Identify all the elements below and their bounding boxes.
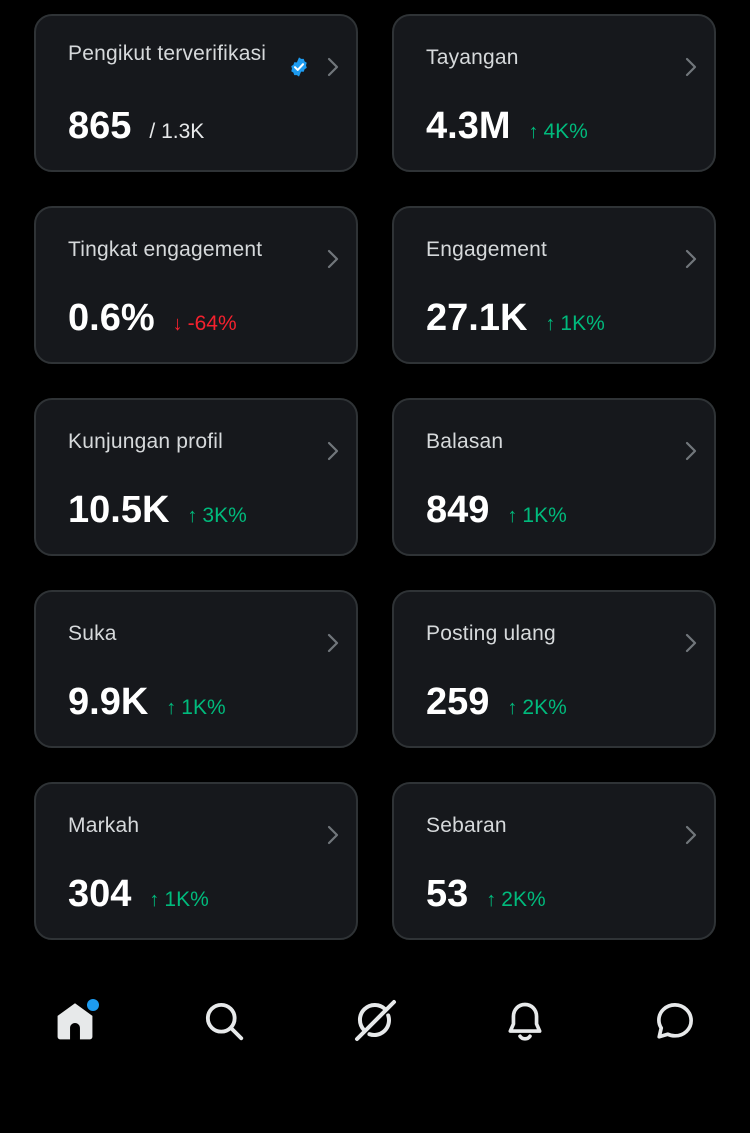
value-row: 4.3M ↑ 4K%: [426, 104, 588, 148]
chevron-right-icon: [326, 440, 340, 462]
arrow-up-icon: ↑: [507, 505, 518, 527]
analytics-grid: Pengikut terverifikasi 865 / 1.3K Tayang…: [34, 14, 716, 940]
card-value: 0.6%: [68, 297, 155, 339]
delta-value: -64%: [187, 312, 237, 335]
delta-value: 2K%: [522, 696, 567, 719]
value-row: 10.5K ↑ 3K%: [68, 488, 247, 532]
card-engagement-rate[interactable]: Tingkat engagement 0.6% ↓ -64%: [34, 206, 358, 364]
chevron-right-icon: [326, 248, 340, 270]
delta-value: 1K%: [181, 696, 226, 719]
arrow-up-icon: ↑: [187, 505, 198, 527]
card-label: Suka: [68, 622, 117, 645]
card-value: 259: [426, 681, 490, 723]
card-label: Balasan: [426, 430, 504, 453]
chevron-right-icon: [326, 56, 340, 78]
notification-dot: [87, 999, 99, 1011]
card-delta: ↑ 3K%: [187, 504, 246, 528]
nav-messages[interactable]: [649, 997, 701, 1049]
value-row: 53 ↑ 2K%: [426, 872, 546, 916]
verified-badge-icon: [288, 56, 310, 78]
card-reposts[interactable]: Posting ulang 259 ↑ 2K%: [392, 590, 716, 748]
delta-value: 2K%: [501, 888, 546, 911]
value-row: 9.9K ↑ 1K%: [68, 680, 226, 724]
card-value: 849: [426, 489, 490, 531]
value-row: 0.6% ↓ -64%: [68, 296, 237, 340]
arrow-up-icon: ↑: [149, 889, 160, 911]
card-engagement[interactable]: Engagement 27.1K ↑ 1K%: [392, 206, 716, 364]
card-value: 27.1K: [426, 297, 528, 339]
card-label: Sebaran: [426, 814, 507, 837]
card-delta: ↑ 1K%: [545, 312, 604, 336]
card-delta: ↑ 1K%: [507, 504, 566, 528]
delta-value: 3K%: [202, 504, 247, 527]
arrow-up-icon: ↑: [486, 889, 497, 911]
chevron-right-icon: [684, 824, 698, 846]
card-delta: ↑ 2K%: [507, 696, 566, 720]
card-label: Kunjungan profil: [68, 430, 223, 453]
nav-grok[interactable]: [349, 997, 401, 1049]
value-row: 304 ↑ 1K%: [68, 872, 209, 916]
card-label: Tayangan: [426, 46, 519, 69]
delta-value: 1K%: [560, 312, 605, 335]
card-label: Markah: [68, 814, 140, 837]
card-label: Posting ulang: [426, 622, 556, 645]
card-value: 9.9K: [68, 681, 149, 723]
delta-value: 1K%: [164, 888, 209, 911]
search-icon: [202, 999, 246, 1048]
delta-value: 4K%: [543, 120, 588, 143]
value-row: 27.1K ↑ 1K%: [426, 296, 605, 340]
delta-value: 1K%: [522, 504, 567, 527]
card-bookmarks[interactable]: Markah 304 ↑ 1K%: [34, 782, 358, 940]
value-row: 865 / 1.3K: [68, 104, 204, 148]
arrow-up-icon: ↑: [166, 697, 177, 719]
chevron-right-icon: [684, 248, 698, 270]
card-label: Tingkat engagement: [68, 238, 263, 261]
card-impressions[interactable]: Tayangan 4.3M ↑ 4K%: [392, 14, 716, 172]
card-label: Pengikut terverifikasi: [68, 42, 267, 65]
card-value: 304: [68, 873, 132, 915]
card-replies[interactable]: Balasan 849 ↑ 1K%: [392, 398, 716, 556]
messages-icon: [653, 999, 697, 1048]
bottom-nav-bar: [0, 985, 750, 1065]
value-row: 259 ↑ 2K%: [426, 680, 567, 724]
card-label: Engagement: [426, 238, 548, 261]
nav-search[interactable]: [198, 997, 250, 1049]
chevron-right-icon: [684, 56, 698, 78]
card-delta: ↑ 2K%: [486, 888, 545, 912]
chevron-right-icon: [326, 632, 340, 654]
card-profile-visits[interactable]: Kunjungan profil 10.5K ↑ 3K%: [34, 398, 358, 556]
arrow-up-icon: ↑: [507, 697, 518, 719]
card-verified-followers[interactable]: Pengikut terverifikasi 865 / 1.3K: [34, 14, 358, 172]
card-value: 10.5K: [68, 489, 170, 531]
card-delta: ↑ 1K%: [166, 696, 225, 720]
chevron-right-icon: [326, 824, 340, 846]
card-likes[interactable]: Suka 9.9K ↑ 1K%: [34, 590, 358, 748]
card-delta: ↑ 4K%: [528, 120, 587, 144]
nav-notifications[interactable]: [499, 997, 551, 1049]
card-shares[interactable]: Sebaran 53 ↑ 2K%: [392, 782, 716, 940]
arrow-up-icon: ↑: [545, 313, 556, 335]
nav-home[interactable]: [49, 997, 101, 1049]
card-total: / 1.3K: [149, 120, 205, 143]
chevron-right-icon: [684, 440, 698, 462]
card-value: 865: [68, 105, 132, 147]
card-delta: ↑ 1K%: [149, 888, 208, 912]
value-row: 849 ↑ 1K%: [426, 488, 567, 532]
card-value: 53: [426, 873, 469, 915]
home-icon: [53, 999, 97, 1048]
chevron-right-icon: [684, 632, 698, 654]
arrow-up-icon: ↑: [528, 121, 539, 143]
arrow-down-icon: ↓: [172, 313, 183, 335]
card-delta: ↓ -64%: [173, 312, 237, 336]
grok-icon: [351, 997, 399, 1050]
notifications-icon: [503, 999, 547, 1048]
card-value: 4.3M: [426, 105, 511, 147]
